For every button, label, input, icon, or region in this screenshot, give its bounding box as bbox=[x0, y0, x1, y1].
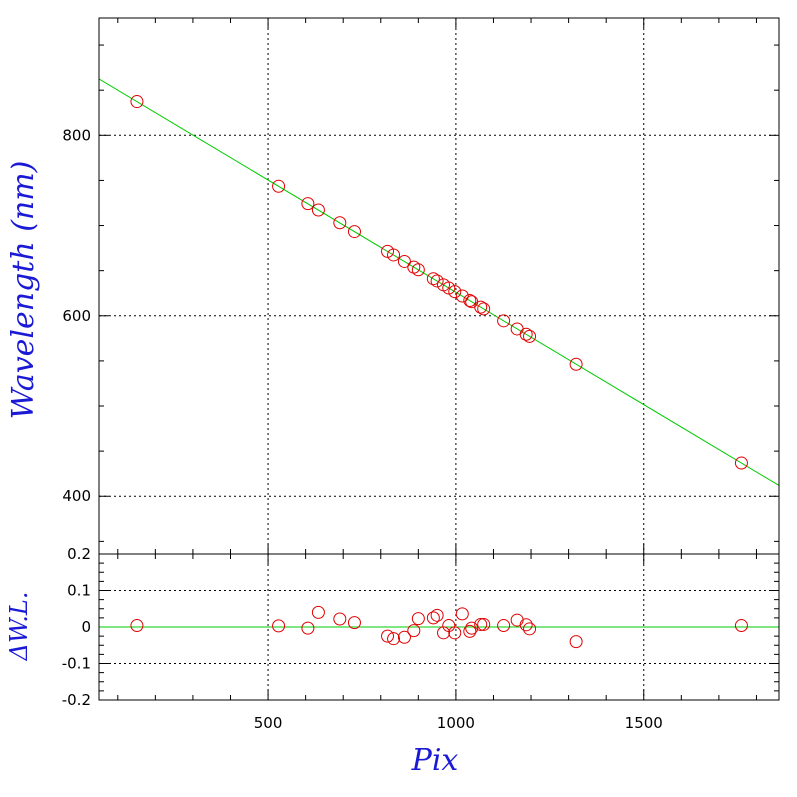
data-point bbox=[477, 302, 491, 316]
data-point bbox=[519, 327, 533, 341]
residual-point bbox=[465, 621, 479, 635]
residual-point bbox=[407, 624, 421, 638]
x-tick-label: 1500 bbox=[625, 714, 663, 732]
data-point bbox=[272, 179, 286, 193]
data-point bbox=[130, 95, 144, 109]
residual-point bbox=[569, 635, 583, 649]
residual-point bbox=[430, 608, 444, 622]
residual-point bbox=[311, 605, 325, 619]
data-point bbox=[426, 272, 440, 286]
residual-point bbox=[463, 624, 477, 638]
data-point bbox=[455, 289, 469, 303]
residual-point bbox=[333, 612, 347, 626]
y-tick-label: 0.1 bbox=[67, 582, 91, 600]
data-point bbox=[430, 274, 444, 288]
data-point bbox=[497, 314, 511, 328]
residual-axis-title: ΔW.L. bbox=[5, 592, 33, 662]
residual-point bbox=[411, 612, 425, 626]
data-point bbox=[301, 197, 315, 211]
residual-point bbox=[130, 619, 144, 633]
data-point bbox=[523, 329, 537, 343]
data-point bbox=[569, 357, 583, 371]
residual-panel: -0.2 -0.1 0 0.1 0.2 500 1000 1500 bbox=[62, 545, 780, 732]
data-point bbox=[311, 203, 325, 217]
data-point bbox=[397, 254, 411, 268]
data-point bbox=[463, 294, 477, 308]
x-tick-label: 1000 bbox=[437, 714, 475, 732]
residual-point bbox=[519, 618, 533, 632]
main-plot-frame bbox=[98, 17, 780, 555]
residual-point bbox=[510, 613, 524, 627]
residual-point bbox=[734, 619, 748, 633]
data-point bbox=[387, 248, 401, 262]
y-tick-label: 600 bbox=[62, 307, 91, 325]
data-point bbox=[474, 300, 488, 314]
residual-point bbox=[497, 619, 511, 633]
residual-point bbox=[437, 626, 451, 640]
x-tick-label: 500 bbox=[254, 714, 283, 732]
y-tick-label: 400 bbox=[62, 487, 91, 505]
residual-point bbox=[448, 626, 462, 640]
y-tick-label: 800 bbox=[62, 126, 91, 144]
residual-point bbox=[397, 630, 411, 644]
data-point bbox=[448, 285, 462, 299]
data-point bbox=[734, 456, 748, 470]
wavelength-panel: 400 600 800 bbox=[62, 17, 780, 555]
pixel-axis-title: Pix bbox=[411, 743, 459, 778]
data-point bbox=[411, 263, 425, 277]
y-tick-label: 0.2 bbox=[67, 545, 91, 563]
wavelength-axis-title: Wavelength (nm) bbox=[6, 161, 41, 420]
residual-point bbox=[474, 617, 488, 631]
residual-point bbox=[426, 611, 440, 625]
y-tick-label: -0.1 bbox=[62, 655, 91, 673]
residual-point bbox=[387, 632, 401, 646]
residual-plot-frame bbox=[98, 553, 780, 701]
data-point bbox=[333, 216, 347, 230]
fit-line bbox=[99, 78, 779, 486]
residual-point bbox=[455, 607, 469, 621]
residual-point bbox=[381, 629, 395, 643]
y-tick-label: -0.2 bbox=[62, 691, 91, 709]
residual-point bbox=[523, 622, 537, 636]
data-point bbox=[347, 225, 361, 239]
residual-point bbox=[347, 616, 361, 630]
residual-point bbox=[477, 617, 491, 631]
residual-point bbox=[272, 619, 286, 633]
y-tick-label: 0 bbox=[81, 618, 91, 636]
residual-point bbox=[301, 621, 315, 635]
